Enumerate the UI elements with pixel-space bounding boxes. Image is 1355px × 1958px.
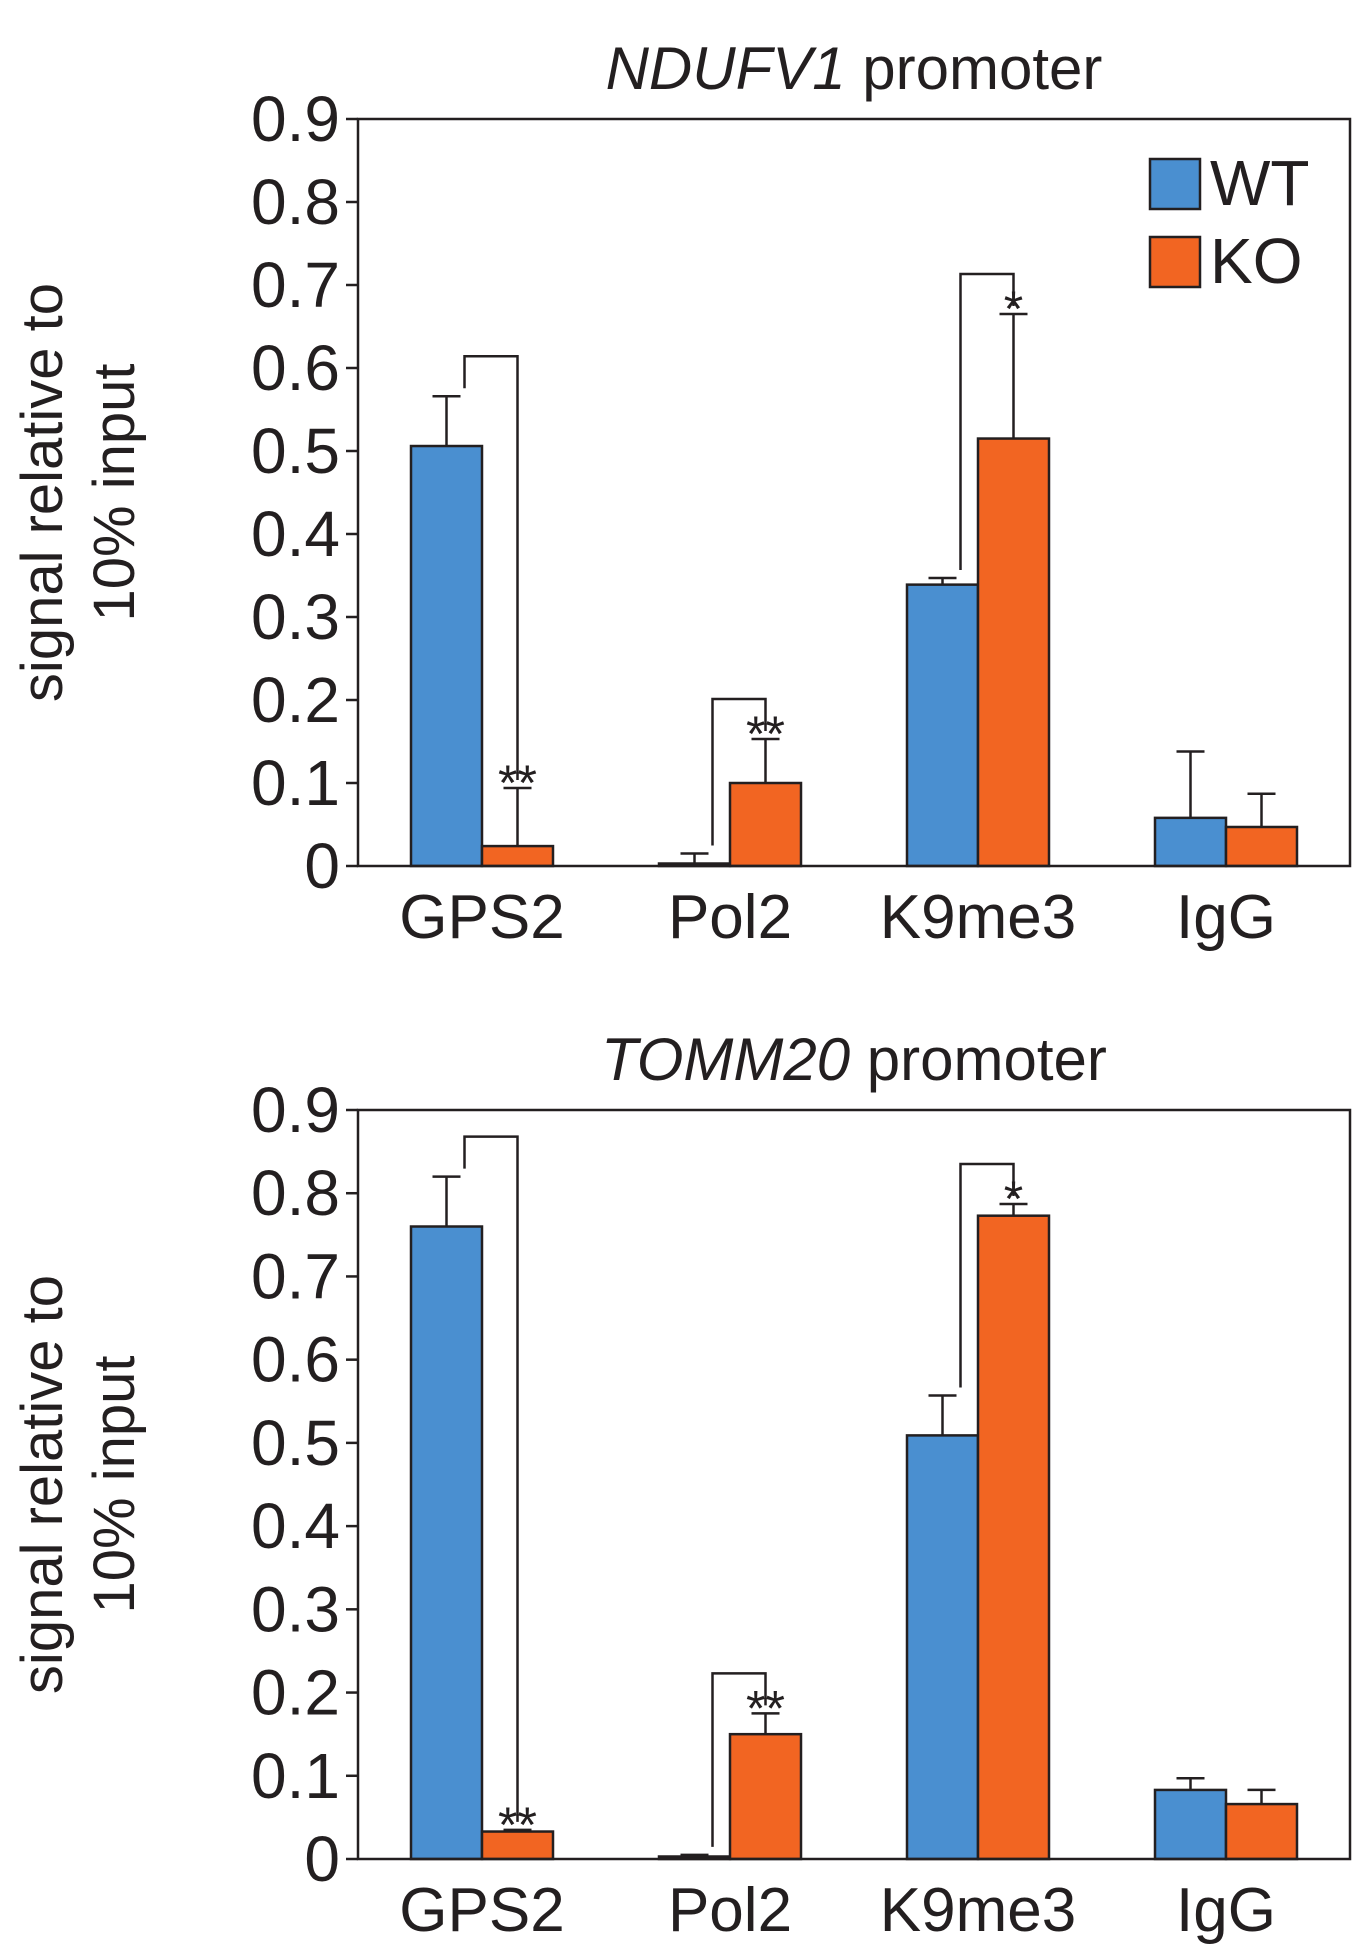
legend-swatch [1148, 235, 1202, 289]
bar [409, 444, 484, 868]
y-axis-label-line: 10% input [82, 364, 147, 622]
y-tick-label: 0.5 [251, 1407, 340, 1479]
y-tick-label: 0.2 [251, 664, 340, 736]
y-tick-label: 0.9 [251, 83, 340, 155]
y-axis-label: signal relative to 10% input [10, 283, 147, 702]
y-axis-label: signal relative to 10% input [10, 1275, 147, 1694]
title-part: promoter [846, 35, 1103, 102]
bar [728, 1732, 803, 1861]
y-tick-label: 0.1 [251, 747, 340, 819]
significance-label: * [1004, 1171, 1023, 1227]
bar [1153, 816, 1228, 868]
bar [1224, 825, 1299, 868]
bar [1153, 1788, 1228, 1861]
significance-bracket [959, 272, 1015, 570]
significance-label: ** [498, 1797, 537, 1853]
y-tick-label: 0.7 [251, 1240, 340, 1312]
y-tick-label: 0 [304, 1823, 340, 1895]
x-tick-label: GPS2 [399, 1876, 564, 1945]
legend-label: WT [1210, 147, 1310, 219]
significance-bracket [959, 1162, 1015, 1388]
significance-bracket [463, 1135, 519, 1822]
x-tick-label: IgG [1176, 1876, 1276, 1945]
bar [409, 1225, 484, 1861]
chart-title: NDUFV1 promoter [606, 35, 1103, 102]
chart-title: TOMM20 promoter [601, 1026, 1107, 1093]
y-tick-label: 0.9 [251, 1074, 340, 1146]
title-part: TOMM20 [601, 1026, 850, 1093]
x-tick-label: K9me3 [880, 883, 1076, 952]
y-tick-label: 0.3 [251, 581, 340, 653]
significance-bracket [463, 354, 519, 780]
bar [480, 844, 555, 868]
significance-label: ** [746, 706, 785, 762]
y-axis-label-line: signal relative to [10, 283, 75, 702]
x-tick-label: Pol2 [668, 883, 792, 952]
x-tick-label: IgG [1176, 883, 1276, 952]
bar [905, 583, 980, 868]
y-tick-label: 0.7 [251, 249, 340, 321]
y-tick-label: 0.8 [251, 166, 340, 238]
y-tick-label: 0.2 [251, 1657, 340, 1729]
bar [480, 1830, 555, 1861]
bar [905, 1434, 980, 1861]
significance-label: * [1004, 281, 1023, 337]
bar [728, 781, 803, 868]
bar [976, 437, 1051, 868]
y-tick-label: 0.4 [251, 498, 340, 570]
y-tick-label: 0.6 [251, 332, 340, 404]
title-part: promoter [850, 1026, 1107, 1093]
y-tick-label: 0 [304, 830, 340, 902]
x-tick-label: GPS2 [399, 883, 564, 952]
bar [1224, 1802, 1299, 1861]
plot-frame [356, 1108, 1352, 1861]
y-tick-label: 0.1 [251, 1740, 340, 1812]
y-tick-label: 0.6 [251, 1324, 340, 1396]
y-axis-label-line: 10% input [82, 1356, 147, 1614]
significance-bracket [711, 1672, 767, 1847]
legend-swatch [1148, 157, 1202, 211]
significance-label: ** [498, 755, 537, 811]
x-tick-label: Pol2 [668, 1876, 792, 1945]
title-part: NDUFV1 [606, 35, 846, 102]
y-tick-label: 0.8 [251, 1157, 340, 1229]
legend-label: KO [1210, 225, 1302, 297]
x-tick-label: K9me3 [880, 1876, 1076, 1945]
y-tick-label: 0.3 [251, 1573, 340, 1645]
y-tick-label: 0.5 [251, 415, 340, 487]
y-axis-label-line: signal relative to [10, 1275, 75, 1694]
significance-label: ** [746, 1680, 785, 1736]
significance-bracket [711, 697, 767, 846]
y-tick-label: 0.4 [251, 1490, 340, 1562]
plot-frame [356, 117, 1352, 868]
bar [976, 1214, 1051, 1861]
